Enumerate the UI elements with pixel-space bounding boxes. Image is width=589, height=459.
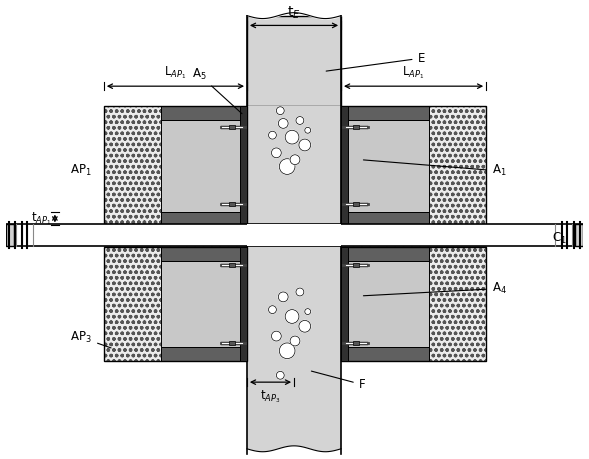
Text: L$_{AP_1}$: L$_{AP_1}$	[164, 65, 187, 81]
Bar	[104, 106, 161, 225]
Bar	[341, 106, 486, 225]
Circle shape	[296, 117, 304, 124]
Circle shape	[279, 343, 295, 358]
Bar	[161, 247, 247, 261]
Text: AP$_1$: AP$_1$	[71, 163, 92, 178]
Bar	[161, 261, 247, 347]
Polygon shape	[575, 224, 583, 246]
Bar	[104, 246, 247, 268]
Text: t$_{AP_3}$: t$_{AP_3}$	[260, 388, 281, 404]
Text: AP$_3$: AP$_3$	[70, 330, 111, 348]
Polygon shape	[6, 224, 14, 246]
Circle shape	[299, 139, 310, 151]
Bar	[247, 225, 341, 247]
Bar	[247, 247, 341, 361]
Bar	[161, 119, 247, 212]
Text: A$_5$: A$_5$	[192, 67, 242, 114]
Bar	[341, 247, 348, 361]
Text: A$_4$: A$_4$	[363, 281, 507, 296]
Circle shape	[290, 155, 300, 165]
Bar	[229, 341, 235, 345]
Circle shape	[285, 310, 299, 323]
Bar	[229, 125, 235, 129]
Bar	[341, 119, 429, 212]
Circle shape	[276, 371, 284, 379]
Bar	[229, 202, 235, 206]
Text: L$_{AP_1}$: L$_{AP_1}$	[402, 65, 425, 81]
Circle shape	[290, 336, 300, 346]
Bar	[247, 16, 341, 106]
Bar	[6, 224, 583, 246]
Bar	[247, 361, 341, 453]
Bar	[161, 212, 247, 225]
Text: t$_{AP_1}$: t$_{AP_1}$	[31, 210, 51, 227]
Bar	[104, 247, 247, 361]
Bar	[341, 212, 429, 225]
Circle shape	[279, 118, 288, 129]
Circle shape	[299, 320, 310, 332]
Bar	[104, 203, 247, 224]
Bar	[341, 106, 348, 225]
Bar	[341, 247, 429, 261]
Bar	[240, 247, 247, 361]
Bar	[161, 347, 247, 361]
Bar	[104, 106, 247, 225]
Bar	[161, 106, 247, 119]
Circle shape	[272, 148, 282, 158]
Bar	[341, 347, 429, 361]
Circle shape	[279, 292, 288, 302]
Text: C$_1$: C$_1$	[552, 230, 567, 246]
Bar	[229, 263, 235, 267]
Bar	[353, 125, 359, 129]
Text: E: E	[326, 52, 425, 71]
Bar	[247, 106, 341, 225]
Circle shape	[269, 306, 276, 313]
Text: A$_1$: A$_1$	[363, 160, 507, 179]
Circle shape	[296, 288, 304, 296]
Bar	[247, 224, 341, 246]
Bar	[341, 246, 486, 268]
Circle shape	[279, 159, 295, 174]
Bar	[104, 247, 161, 361]
Bar	[353, 341, 359, 345]
Bar	[353, 263, 359, 267]
Circle shape	[305, 127, 310, 133]
Bar	[341, 261, 429, 347]
Bar	[429, 247, 486, 361]
Bar	[429, 106, 486, 225]
Bar	[240, 106, 247, 225]
Bar	[341, 106, 429, 119]
Circle shape	[269, 131, 276, 139]
Circle shape	[285, 130, 299, 144]
Bar	[341, 247, 486, 361]
Circle shape	[276, 107, 284, 115]
Text: F: F	[312, 371, 365, 391]
Bar	[341, 203, 486, 224]
Bar	[353, 202, 359, 206]
Circle shape	[272, 331, 282, 341]
Circle shape	[305, 308, 310, 314]
Text: t$_E$: t$_E$	[287, 4, 301, 21]
